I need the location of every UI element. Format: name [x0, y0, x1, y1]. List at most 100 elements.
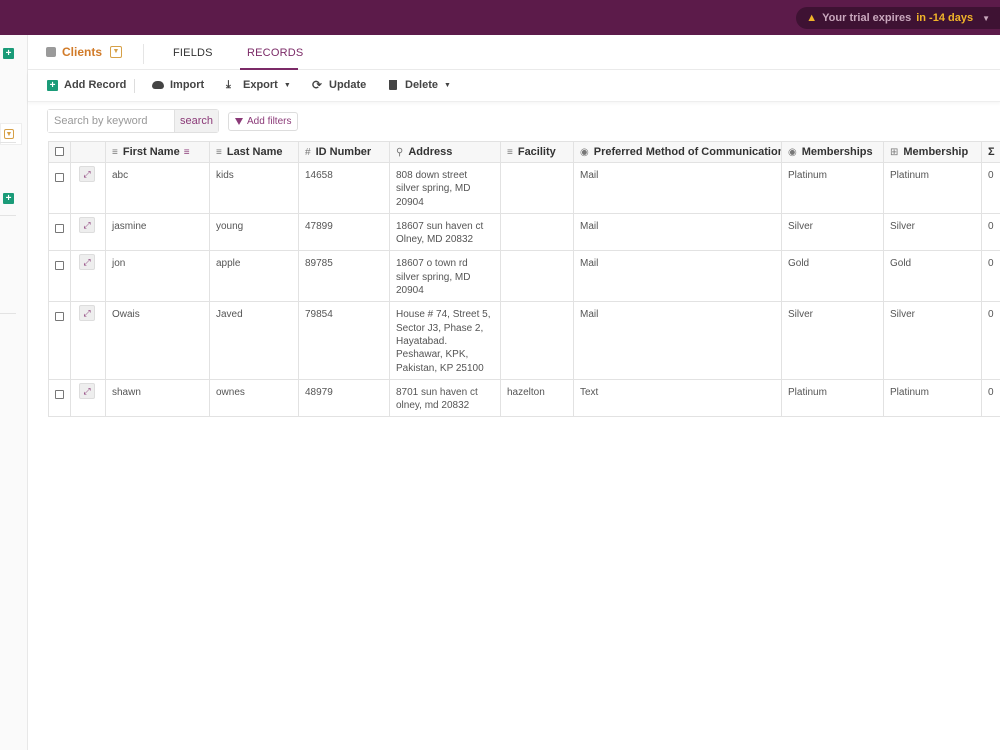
cell-id-number[interactable]: 48979: [298, 378, 390, 418]
expand-cell: ⤢: [70, 301, 106, 380]
tab-records[interactable]: RECORDS: [247, 47, 304, 59]
delete-button[interactable]: Delete ▼: [387, 79, 451, 91]
sort-icon[interactable]: ≡: [183, 147, 190, 158]
cell-preferred-method[interactable]: Mail: [573, 250, 782, 303]
column-header-preferred-method[interactable]: ◉ Preferred Method of Communication: [573, 141, 782, 163]
tab-fields[interactable]: FIELDS: [173, 47, 213, 59]
cell-first-name[interactable]: abc: [105, 162, 210, 214]
table-row[interactable]: ⤢ jon apple 89785 18607 o town rd silver spri…: [48, 250, 1000, 303]
expand-icon[interactable]: ⤢: [79, 382, 95, 399]
text-lines-icon: ≡: [112, 147, 118, 158]
tab-clients[interactable]: Clients ▼: [46, 45, 123, 59]
export-label: Export: [243, 79, 278, 91]
cell-membership[interactable]: Silver: [883, 212, 982, 252]
rail-divider: [0, 142, 16, 143]
table-row[interactable]: ⤢ jasmine young 47899 18607 sun haven ct Olne…: [48, 212, 1000, 252]
table-row[interactable]: ⤢ abc kids 14658 808 down street silver sprin…: [48, 162, 1000, 214]
add-icon[interactable]: +: [3, 193, 14, 204]
cell-preferred-method[interactable]: Mail: [573, 162, 782, 214]
cell-facility[interactable]: [500, 301, 574, 380]
cell-sum[interactable]: 0: [981, 212, 1000, 252]
select-all-checkbox[interactable]: [55, 147, 64, 156]
cell-memberships[interactable]: Silver: [781, 301, 884, 380]
cell-id-number[interactable]: 89785: [298, 250, 390, 303]
column-header-memberships[interactable]: ◉ Memberships: [781, 141, 884, 163]
cell-memberships[interactable]: Gold: [781, 250, 884, 303]
cell-sum[interactable]: 0: [981, 162, 1000, 214]
column-header-first-name[interactable]: ≡ First Name ≡: [105, 141, 210, 163]
cell-sum[interactable]: 0: [981, 301, 1000, 380]
cell-membership[interactable]: Platinum: [883, 162, 982, 214]
trial-banner[interactable]: ▲ Your trial expires in -14 days ▼: [796, 7, 1000, 29]
sync-icon: ⟳: [312, 77, 323, 92]
cell-address[interactable]: 18607 o town rd silver spring, MD 20904: [389, 250, 501, 303]
cell-first-name[interactable]: shawn: [105, 378, 210, 418]
cell-address[interactable]: 808 down street silver spring, MD 20904: [389, 162, 501, 214]
cell-sum[interactable]: 0: [981, 250, 1000, 303]
row-checkbox[interactable]: [55, 389, 64, 399]
chevron-down-icon[interactable]: ▼: [110, 46, 123, 58]
cell-membership[interactable]: Platinum: [883, 378, 982, 418]
expand-icon[interactable]: ⤢: [79, 166, 95, 182]
cell-id-number[interactable]: 14658: [298, 162, 390, 214]
row-checkbox[interactable]: [55, 173, 64, 182]
cell-memberships[interactable]: Platinum: [781, 162, 884, 214]
expand-icon[interactable]: ⤢: [79, 216, 95, 233]
cell-address[interactable]: House # 74, Street 5, Sector J3, Phase 2,…: [389, 301, 501, 380]
table-row[interactable]: ⤢ shawn ownes 48979 8701 sun haven ct olney, …: [48, 378, 1000, 418]
add-record-button[interactable]: + Add Record: [47, 79, 126, 91]
column-header-membership[interactable]: ⊞ Membership: [883, 141, 982, 163]
cell-memberships[interactable]: Silver: [781, 212, 884, 252]
import-button[interactable]: Import: [152, 79, 204, 91]
expand-icon[interactable]: ⤢: [79, 305, 95, 322]
column-header-facility[interactable]: ≡ Facility: [500, 141, 574, 163]
cell-facility[interactable]: hazelton: [500, 378, 574, 418]
column-header-last-name[interactable]: ≡ Last Name: [209, 141, 299, 163]
address-line: silver spring, MD: [396, 183, 471, 195]
text-lines-icon: ≡: [216, 147, 222, 158]
cell-id-number[interactable]: 79854: [298, 301, 390, 380]
table-row[interactable]: ⤢ Owais Javed 79854 House # 74, Street 5, Sec…: [48, 301, 1000, 380]
address-line: 8701 sun haven ct: [396, 386, 478, 398]
cell-last-name[interactable]: ownes: [209, 378, 299, 418]
cell-preferred-method[interactable]: Mail: [573, 212, 782, 252]
row-checkbox[interactable]: [55, 312, 64, 322]
search-button[interactable]: search: [174, 110, 218, 132]
cell-sum[interactable]: 0: [981, 378, 1000, 418]
cell-address[interactable]: 18607 sun haven ct Olney, MD 20832: [389, 212, 501, 252]
radio-icon: ◉: [788, 147, 797, 158]
cell-facility[interactable]: [500, 212, 574, 252]
cell-address[interactable]: 8701 sun haven ct olney, md 20832: [389, 378, 501, 418]
cell-first-name[interactable]: Owais: [105, 301, 210, 380]
hash-icon: #: [305, 147, 311, 158]
add-icon[interactable]: +: [3, 48, 14, 59]
cell-last-name[interactable]: Javed: [209, 301, 299, 380]
update-button[interactable]: ⟳ Update: [312, 77, 366, 92]
cell-facility[interactable]: [500, 250, 574, 303]
cell-last-name[interactable]: young: [209, 212, 299, 252]
cell-preferred-method[interactable]: Mail: [573, 301, 782, 380]
cell-membership[interactable]: Silver: [883, 301, 982, 380]
toolbar: + Add Record Import ⤓ Export ▼ ⟳ Update …: [28, 70, 1000, 102]
cell-preferred-method[interactable]: Text: [573, 378, 782, 418]
row-checkbox[interactable]: [55, 261, 64, 271]
cell-membership[interactable]: Gold: [883, 250, 982, 303]
search-input[interactable]: [48, 110, 174, 132]
trial-text: Your trial expires: [822, 12, 912, 24]
column-header-id-number[interactable]: # ID Number: [298, 141, 390, 163]
cell-first-name[interactable]: jasmine: [105, 212, 210, 252]
rail-dropdown[interactable]: ▼: [0, 123, 22, 145]
column-header-address[interactable]: ⚲ Address: [389, 141, 501, 163]
cell-facility[interactable]: [500, 162, 574, 214]
expand-icon[interactable]: ⤢: [79, 254, 95, 271]
cell-last-name[interactable]: kids: [209, 162, 299, 214]
cell-first-name[interactable]: jon: [105, 250, 210, 303]
cell-memberships[interactable]: Platinum: [781, 378, 884, 418]
cell-last-name[interactable]: apple: [209, 250, 299, 303]
export-button[interactable]: ⤓ Export ▼: [226, 79, 291, 91]
add-filters-button[interactable]: Add filters: [228, 112, 299, 131]
filter-icon: [235, 118, 243, 125]
row-checkbox[interactable]: [55, 223, 64, 233]
column-header-sum[interactable]: Σ: [981, 141, 1000, 163]
cell-id-number[interactable]: 47899: [298, 212, 390, 252]
